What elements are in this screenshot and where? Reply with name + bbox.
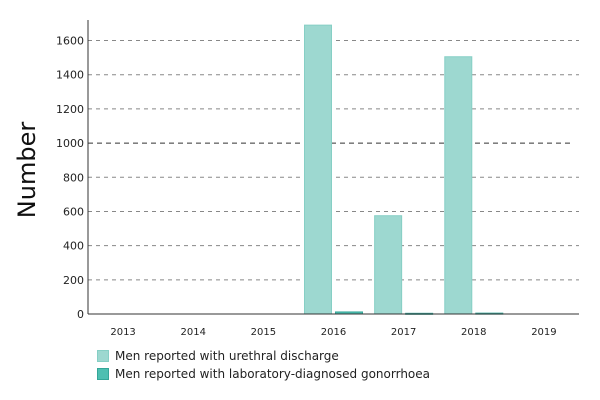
legend-item-series-1: Men reported with urethral discharge: [97, 347, 430, 365]
x-tick-label-2016: 2016: [321, 327, 346, 338]
x-tick-label-2019: 2019: [531, 327, 556, 338]
x-tick-label-2015: 2015: [251, 327, 276, 338]
y-tick-label-0: 0: [77, 308, 84, 321]
y-axis-label: Number: [13, 121, 41, 219]
y-tick-label-1000: 1000: [56, 137, 84, 150]
y-tick-label-1600: 1600: [56, 35, 84, 48]
y-tick-label-600: 600: [63, 205, 84, 218]
bar-1-2016: [304, 24, 332, 315]
y-tick-label-400: 400: [63, 240, 84, 253]
x-tick-label-2014: 2014: [180, 327, 205, 338]
bar-1-2017: [374, 215, 403, 315]
legend-item-series-2: Men reported with laboratory-diagnosed g…: [97, 365, 430, 383]
y-tick-label-1400: 1400: [56, 69, 84, 82]
legend-label-series-2: Men reported with laboratory-diagnosed g…: [115, 367, 430, 381]
legend-label-series-1: Men reported with urethral discharge: [115, 349, 339, 363]
x-tick-label-2017: 2017: [391, 327, 416, 338]
x-tick-label-2018: 2018: [461, 327, 486, 338]
y-tick-label-1200: 1200: [56, 103, 84, 116]
bar-1-2018: [444, 56, 473, 315]
y-tick-label-800: 800: [63, 171, 84, 184]
legend: Men reported with urethral discharge Men…: [97, 347, 430, 383]
legend-swatch-series-1: [97, 350, 109, 362]
y-tick-label-200: 200: [63, 274, 84, 287]
legend-swatch-series-2: [97, 368, 109, 380]
x-tick-label-2013: 2013: [110, 327, 135, 338]
